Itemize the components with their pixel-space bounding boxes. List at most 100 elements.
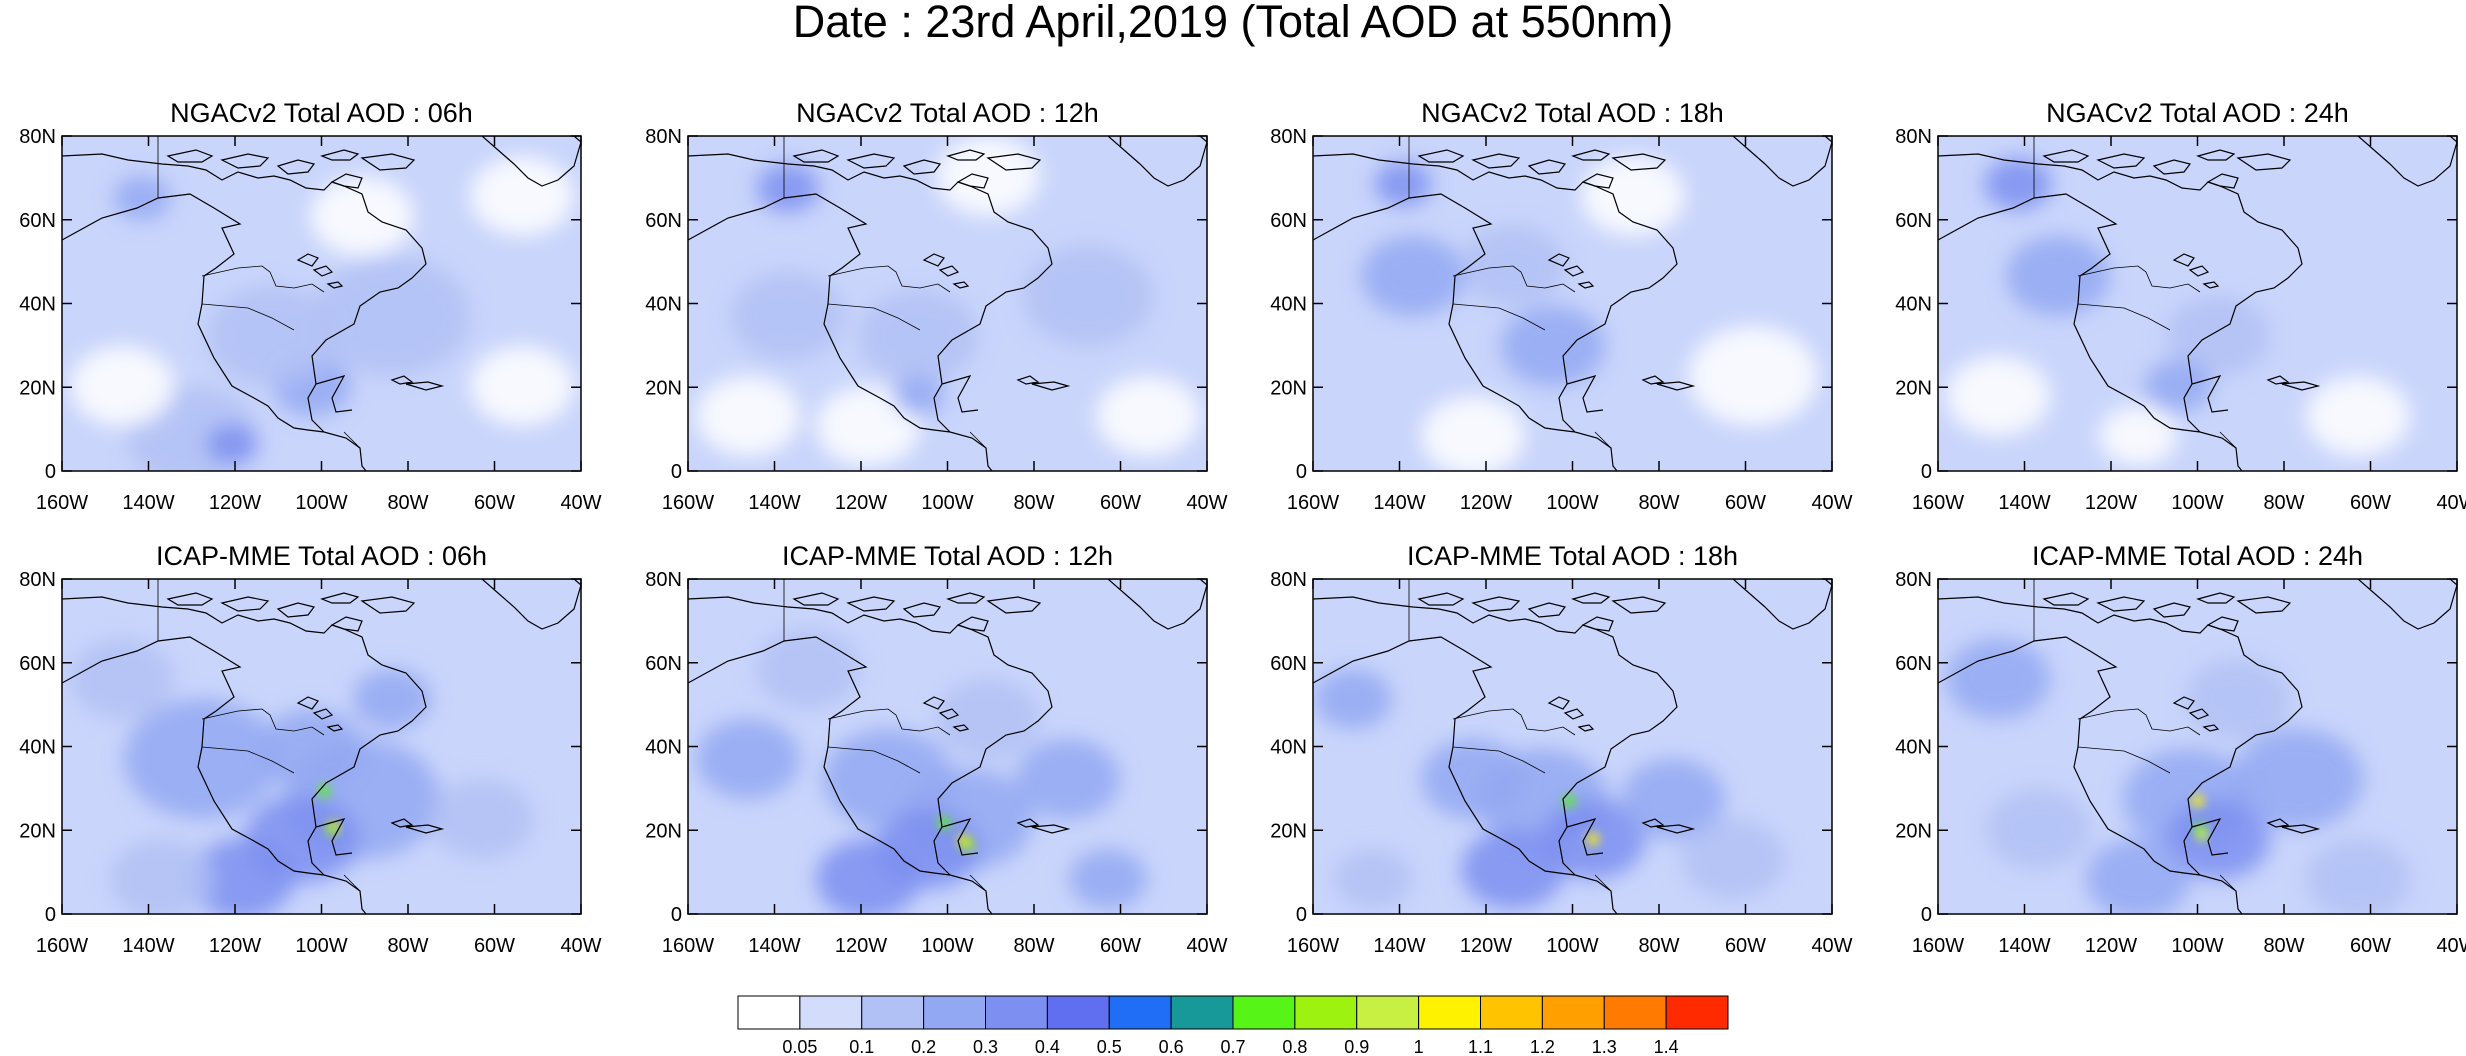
aod-region	[2099, 406, 2177, 466]
aod-region	[696, 376, 800, 456]
lat-tick-label: 20N	[1270, 377, 1307, 399]
aod-hotspot	[318, 785, 330, 797]
aod-region	[310, 176, 414, 256]
aod-hotspot	[1565, 821, 1577, 833]
panel-title: NGACv2 Total AOD : 12h	[796, 98, 1099, 128]
colorbar-label: 0.6	[1159, 1037, 1184, 1056]
lon-tick-label: 60W	[2350, 492, 2391, 514]
aod-field	[62, 579, 581, 914]
lat-tick-label: 20N	[645, 820, 682, 842]
lon-tick-label: 120W	[2085, 935, 2137, 957]
lon-tick-label: 160W	[36, 935, 88, 957]
aod-field	[1938, 579, 2457, 914]
aod-region	[1374, 162, 1432, 206]
colorbar-swatch	[1541, 995, 1605, 1030]
lat-tick-label: 20N	[19, 377, 56, 399]
map-panel: NGACv2 Total AOD : 12h 80N 60N 40N 20N 0 160W 1…	[645, 98, 1227, 514]
colorbar-label: 1.2	[1530, 1037, 1555, 1056]
colorbar-swatch	[1665, 995, 1729, 1030]
lat-tick-label: 80N	[1270, 126, 1307, 148]
lon-tick-label: 160W	[1912, 935, 1964, 957]
lon-tick-label: 80W	[2263, 492, 2304, 514]
colorbar-label: 0.2	[911, 1037, 936, 1056]
lon-tick-label: 60W	[474, 492, 515, 514]
aod-region	[858, 290, 978, 382]
lat-tick-label: 40N	[19, 737, 56, 759]
panel-title: ICAP-MME Total AOD : 18h	[1407, 541, 1738, 571]
coastline	[62, 579, 581, 914]
aod-region	[756, 629, 860, 709]
colorbar: 0.05 0.1 0.2 0.3 0.4 0.5 0.6 0.7 0.8 0.9 1 1.1 1.2 1.…	[737, 995, 1729, 1056]
aod-region	[2306, 839, 2410, 914]
lon-tick-label: 120W	[835, 935, 887, 957]
lon-tick-label: 140W	[1998, 935, 2050, 957]
lon-tick-label: 40W	[1186, 492, 1227, 514]
colorbar-label: 1.1	[1468, 1037, 1493, 1056]
colorbar-swatch	[1480, 995, 1543, 1030]
lon-tick-label: 100W	[2171, 935, 2223, 957]
lat-tick-label: 80N	[1895, 569, 1932, 591]
aod-region	[353, 669, 431, 729]
colorbar-label: 0.9	[1344, 1037, 1369, 1056]
lon-tick-label: 40W	[2436, 935, 2466, 957]
aod-region	[936, 136, 1040, 216]
lon-tick-label: 40W	[1186, 935, 1227, 957]
aod-region	[2006, 236, 2110, 316]
colorbar-swatch	[799, 995, 863, 1030]
lat-tick-label: 60N	[19, 653, 56, 675]
lat-tick-label: 20N	[1270, 820, 1307, 842]
lat-tick-label: 40N	[645, 737, 682, 759]
lon-tick-label: 40W	[560, 492, 601, 514]
aod-region	[470, 346, 574, 426]
aod-region	[190, 839, 294, 914]
lon-tick-label: 120W	[209, 492, 261, 514]
lon-tick-label: 140W	[122, 492, 174, 514]
lon-tick-label: 160W	[662, 935, 714, 957]
aod-region	[816, 839, 920, 914]
map-panel: NGACv2 Total AOD : 24h 80N 60N 40N 20N 0 160W 1…	[1895, 98, 2466, 514]
aod-region	[1023, 246, 1153, 346]
aod-region	[2166, 296, 2270, 376]
aod-region	[1984, 158, 2052, 210]
aod-field	[1313, 136, 1832, 471]
aod-region	[1421, 739, 1525, 819]
aod-field	[1938, 136, 2457, 471]
lon-tick-label: 100W	[2171, 492, 2223, 514]
lat-tick-label: 0	[45, 904, 56, 926]
lon-tick-label: 100W	[1546, 492, 1598, 514]
aod-region	[892, 376, 944, 416]
lat-tick-label: 0	[45, 461, 56, 483]
lon-tick-label: 160W	[1912, 492, 1964, 514]
colorbar-label: 0.7	[1220, 1037, 1245, 1056]
colorbar-label: 1.3	[1592, 1037, 1617, 1056]
lon-tick-label: 120W	[1460, 935, 1512, 957]
lon-tick-label: 100W	[295, 492, 347, 514]
panel-title: ICAP-MME Total AOD : 12h	[782, 541, 1113, 571]
map-panel: ICAP-MME Total AOD : 24h 80N 60N 40N 20N 0 160…	[1895, 541, 2466, 957]
map-panel: ICAP-MME Total AOD : 12h 80N 60N 40N 20N 0 160…	[645, 541, 1227, 957]
coastline	[1313, 136, 1832, 471]
lat-tick-label: 80N	[645, 569, 682, 591]
lat-tick-label: 60N	[1895, 653, 1932, 675]
coastline	[1938, 579, 2457, 914]
colorbar-swatch	[1232, 995, 1296, 1030]
colorbar-label: 1.4	[1654, 1037, 1679, 1056]
lat-tick-label: 0	[1296, 461, 1307, 483]
lat-tick-label: 40N	[1895, 737, 1932, 759]
lat-tick-label: 20N	[1895, 377, 1932, 399]
lon-tick-label: 120W	[1460, 492, 1512, 514]
coastline	[688, 136, 1207, 471]
aod-hotspot	[1563, 795, 1575, 807]
lat-tick-label: 80N	[1895, 126, 1932, 148]
aod-region	[314, 256, 470, 376]
aod-region	[1581, 156, 1685, 236]
colorbar-swatch	[737, 995, 801, 1030]
aod-region	[1681, 819, 1785, 899]
figure-title: Date : 23rd April,2019 (Total AOD at 550…	[792, 0, 1674, 47]
lon-tick-label: 160W	[1287, 492, 1339, 514]
colorbar-swatch	[1046, 995, 1110, 1030]
aod-hotspot	[326, 823, 338, 835]
aod-region	[1069, 849, 1147, 909]
lat-tick-label: 80N	[19, 569, 56, 591]
panel-title: ICAP-MME Total AOD : 06h	[156, 541, 487, 571]
